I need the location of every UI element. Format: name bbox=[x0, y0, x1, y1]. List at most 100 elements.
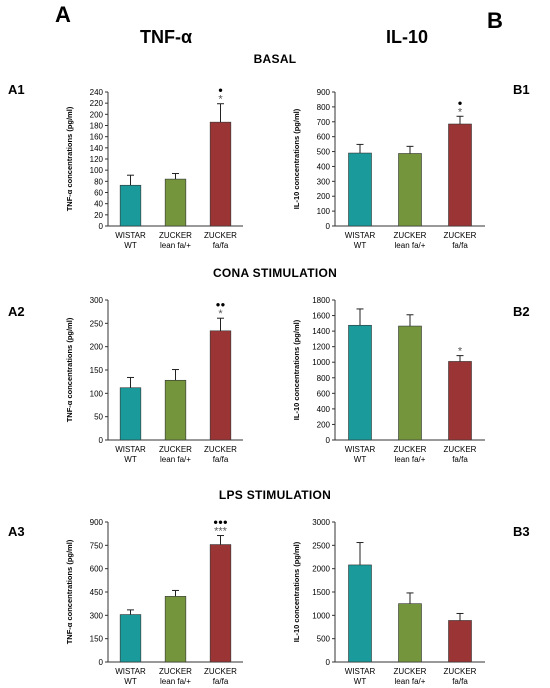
y-tick-label: 1000 bbox=[312, 358, 330, 367]
bar bbox=[119, 184, 142, 227]
panel-id-a1: A1 bbox=[8, 82, 25, 97]
x-tick-label: fa/fa bbox=[452, 241, 468, 250]
x-tick-label: ZUCKER bbox=[394, 667, 427, 676]
y-tick-label: 300 bbox=[317, 177, 331, 186]
significance-dots: ●● bbox=[216, 300, 226, 309]
x-tick-label: WT bbox=[354, 455, 367, 464]
chart-b3-il10-lps: 0 500 1000 1500 2000 2500 3000 IL-10 concentrat… bbox=[292, 518, 485, 686]
y-tick-label: 500 bbox=[317, 148, 331, 157]
significance-asterisk: * bbox=[218, 94, 223, 106]
x-tick-label: ZUCKER bbox=[394, 231, 427, 240]
chart-a1-tnf-basal: 0 20 40 60 80 100 120 140 160 180 200 220 240 TNF-α c… bbox=[65, 86, 243, 250]
bar bbox=[164, 178, 187, 227]
y-tick-label: 200 bbox=[317, 192, 331, 201]
y-tick-label: 250 bbox=[90, 319, 104, 328]
x-tick-label: lean fa/+ bbox=[160, 677, 191, 686]
y-axis-title: IL-10 concentrations (pg/ml) bbox=[292, 319, 301, 420]
x-tick-label: fa/fa bbox=[452, 455, 468, 464]
y-tick-label: 750 bbox=[90, 541, 104, 550]
y-tick-label: 300 bbox=[90, 611, 104, 620]
bar bbox=[348, 564, 372, 663]
x-tick-label: WT bbox=[124, 241, 137, 250]
significance-asterisk: * bbox=[458, 106, 463, 118]
y-tick-label: 600 bbox=[317, 389, 331, 398]
x-tick-label: ZUCKER bbox=[159, 667, 192, 676]
x-tick-label: fa/fa bbox=[213, 455, 229, 464]
significance-dots: ● bbox=[458, 98, 463, 107]
y-tick-label: 1800 bbox=[312, 296, 330, 305]
column-title-il10: IL-10 bbox=[386, 27, 429, 47]
significance-asterisk: *** bbox=[214, 526, 228, 538]
y-axis-title: IL-10 concentrations (pg/ml) bbox=[292, 541, 301, 642]
bar bbox=[119, 614, 142, 663]
x-tick-label: WISTAR bbox=[115, 667, 146, 676]
y-tick-label: 100 bbox=[90, 166, 104, 175]
panel-id-b2: B2 bbox=[513, 304, 530, 319]
chart-a2-tnf-cona: 0 50 100 150 200 250 300 TNF-α concentrations (… bbox=[65, 296, 243, 464]
x-tick-label: ZUCKER bbox=[159, 445, 192, 454]
x-tick-label: WISTAR bbox=[345, 445, 376, 454]
y-tick-label: 450 bbox=[90, 588, 104, 597]
x-tick-label: WT bbox=[124, 677, 137, 686]
y-tick-label: 200 bbox=[90, 110, 104, 119]
y-tick-label: 0 bbox=[326, 436, 331, 445]
y-tick-label: 0 bbox=[99, 222, 104, 231]
y-axis-title: TNF-α concentrations (pg/ml) bbox=[65, 106, 74, 211]
significance-dots: ●●● bbox=[213, 518, 228, 527]
y-axis-title: TNF-α concentrations (pg/ml) bbox=[65, 317, 74, 422]
bar bbox=[348, 152, 372, 227]
y-tick-label: 600 bbox=[90, 565, 104, 574]
y-tick-label: 0 bbox=[326, 658, 331, 667]
y-tick-label: 300 bbox=[90, 296, 104, 305]
x-tick-label: WISTAR bbox=[345, 667, 376, 676]
x-tick-label: ZUCKER bbox=[204, 667, 237, 676]
y-tick-label: 0 bbox=[99, 436, 104, 445]
y-tick-label: 3000 bbox=[312, 518, 330, 527]
y-tick-label: 150 bbox=[90, 635, 104, 644]
significance-dots: ● bbox=[218, 86, 223, 95]
panel-letter-a: A bbox=[55, 2, 71, 27]
y-tick-label: 50 bbox=[94, 413, 103, 422]
x-tick-label: ZUCKER bbox=[394, 445, 427, 454]
y-tick-label: 0 bbox=[99, 658, 104, 667]
bar bbox=[448, 361, 472, 441]
panel-id-a3: A3 bbox=[8, 524, 25, 539]
panel-id-b1: B1 bbox=[513, 82, 530, 97]
y-tick-label: 150 bbox=[90, 366, 104, 375]
y-tick-label: 700 bbox=[317, 118, 331, 127]
y-tick-label: 220 bbox=[90, 99, 104, 108]
y-tick-label: 800 bbox=[317, 103, 331, 112]
x-tick-label: fa/fa bbox=[213, 677, 229, 686]
y-tick-label: 100 bbox=[90, 389, 104, 398]
y-tick-label: 1500 bbox=[312, 588, 330, 597]
chart-b1-il10-basal: 0 100 200 300 400 500 600 700 800 900 IL-10 concen… bbox=[292, 88, 485, 250]
x-tick-label: WT bbox=[124, 455, 137, 464]
x-tick-label: ZUCKER bbox=[204, 231, 237, 240]
x-tick-label: ZUCKER bbox=[444, 231, 477, 240]
section-title-basal: BASAL bbox=[253, 52, 297, 66]
y-tick-label: 20 bbox=[94, 211, 103, 220]
y-tick-label: 100 bbox=[317, 207, 331, 216]
y-tick-label: 160 bbox=[90, 133, 104, 142]
x-tick-label: ZUCKER bbox=[204, 445, 237, 454]
y-tick-label: 800 bbox=[317, 374, 331, 383]
y-tick-label: 400 bbox=[317, 405, 331, 414]
column-title-tnf: TNF-α bbox=[140, 27, 193, 47]
y-tick-label: 600 bbox=[317, 133, 331, 142]
bar bbox=[398, 603, 422, 663]
y-tick-label: 140 bbox=[90, 144, 104, 153]
panel-id-b3: B3 bbox=[513, 524, 530, 539]
y-tick-label: 1000 bbox=[312, 611, 330, 620]
section-title-cona: CONA STIMULATION bbox=[212, 266, 338, 280]
significance-asterisk: * bbox=[218, 308, 223, 320]
y-tick-label: 60 bbox=[94, 189, 103, 198]
y-tick-label: 1200 bbox=[312, 343, 330, 352]
y-tick-label: 400 bbox=[317, 162, 331, 171]
bar bbox=[119, 387, 142, 441]
y-tick-label: 500 bbox=[317, 635, 331, 644]
y-tick-label: 120 bbox=[90, 155, 104, 164]
y-tick-label: 40 bbox=[94, 200, 103, 209]
bar bbox=[448, 620, 472, 663]
bar bbox=[448, 123, 472, 227]
significance-asterisk: * bbox=[458, 346, 463, 358]
